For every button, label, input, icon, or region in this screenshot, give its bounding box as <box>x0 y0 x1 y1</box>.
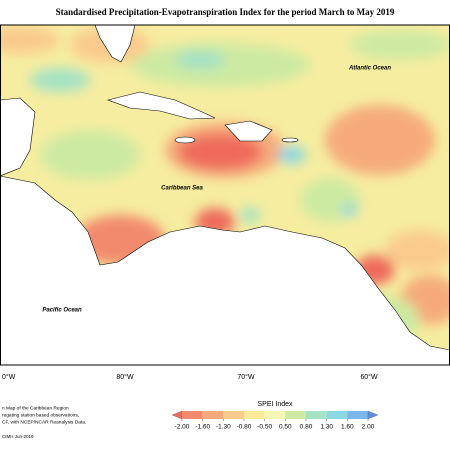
legend-tick-label: -0.80 <box>237 424 252 431</box>
longitude-labels: 0°W 80°W 70°W 60°W <box>2 373 378 381</box>
ocean-label: Pacific Ocean <box>42 308 82 314</box>
ocean-label: Atlantic Ocean <box>348 66 391 72</box>
note-line: n Map of the Caribbean Region <box>2 405 69 411</box>
ocean-label: Caribbean Sea <box>161 186 203 192</box>
legend-swatch <box>202 411 224 419</box>
legend-tick-label: -0.50 <box>257 424 272 431</box>
map-area: Atlantic Ocean Caribbean Sea Pacific Oce… <box>0 25 450 365</box>
credit: CIMH Jun-2019 <box>2 434 34 439</box>
longitude-label: 0°W <box>2 373 16 381</box>
legend-tick-label: 1.30 <box>320 424 333 431</box>
longitude-label: 80°W <box>116 373 134 381</box>
legend-arrow <box>171 410 183 420</box>
legend-swatch <box>244 411 265 419</box>
spei-field <box>0 26 450 345</box>
legend-tick-label: 0.50 <box>279 424 292 431</box>
legend-tick-label: 0.80 <box>300 424 313 431</box>
legend-tick-label: -2.00 <box>175 424 190 431</box>
map-title: Standardised Precipitation-Evapotranspir… <box>56 7 395 17</box>
legend-swatch <box>306 411 327 419</box>
legend-tick-label: -1.30 <box>216 424 231 431</box>
legend-title: SPEI Index <box>257 401 293 408</box>
longitude-label: 70°W <box>237 373 255 381</box>
legend-swatch <box>285 411 306 419</box>
legend-tick-label: 1.60 <box>341 424 354 431</box>
legend-swatch <box>347 411 368 419</box>
legend-swatch <box>223 411 244 419</box>
legend-swatch <box>264 411 286 419</box>
legend-swatch <box>326 411 348 419</box>
legend-tick-label: 2.00 <box>362 424 375 431</box>
note-line: regating station based observations, <box>2 412 79 418</box>
land <box>0 25 450 365</box>
legend-arrow <box>367 410 379 420</box>
legend-tick-label: -1.60 <box>195 424 210 431</box>
note-line: CF, with NCEP/NCAR Reanalysis Data. <box>2 419 86 425</box>
legend: -2.00 -1.60 -1.30 -0.80 -0.50 0.50 0.80 1.30 1.6… <box>171 410 379 431</box>
legend-swatch <box>182 411 203 419</box>
longitude-label: 60°W <box>360 373 378 381</box>
